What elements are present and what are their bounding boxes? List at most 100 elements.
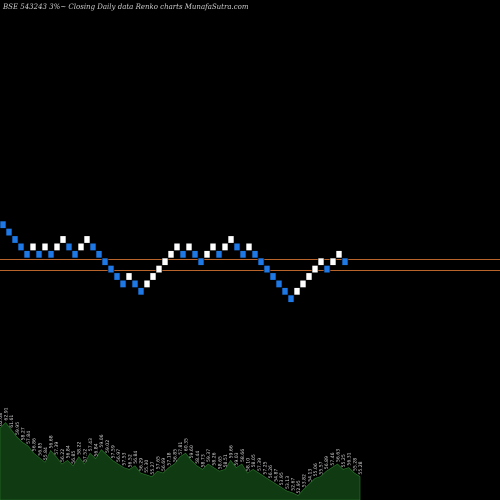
volume-label: 55.28 — [358, 461, 364, 474]
volume-label: 55.84 — [43, 447, 49, 460]
volume-label: 53.13 — [285, 476, 291, 489]
volume-label: 62.08 — [0, 413, 4, 426]
volume-label: 58.73 — [201, 454, 207, 467]
renko-brick-down — [107, 265, 115, 274]
volume-label: 57.59 — [111, 445, 117, 458]
renko-brick-down — [113, 272, 121, 281]
renko-brick-up — [227, 235, 235, 244]
renko-brick-up — [317, 257, 325, 266]
renko-brick-down — [0, 220, 7, 229]
renko-brick-up — [329, 257, 337, 266]
volume-label: 55.27 — [150, 461, 156, 474]
volume-label: 57.52 — [82, 449, 88, 462]
volume-label: 52.67 — [291, 478, 297, 491]
renko-brick-down — [263, 265, 271, 274]
volume-label: 52.95 — [296, 480, 302, 493]
volume-label: 56.22 — [60, 449, 66, 462]
renko-brick-up — [155, 265, 163, 274]
renko-brick-down — [251, 250, 259, 259]
renko-brick-down — [233, 242, 241, 251]
volume-label: 58.66 — [240, 449, 246, 462]
volume-label: 58.65 — [217, 456, 223, 469]
volume-label: 59.37 — [206, 449, 212, 462]
volume-label: 59.03 — [234, 452, 240, 465]
volume-label: 56.29 — [139, 458, 145, 471]
volume-label: 60.35 — [184, 438, 190, 451]
renko-brick-up — [311, 265, 319, 274]
renko-brick-down — [17, 242, 25, 251]
volume-label: 57.46 — [330, 452, 336, 465]
renko-brick-down — [281, 287, 289, 296]
volume-label: 58.44 — [195, 451, 201, 464]
volume-label: 61.61 — [9, 415, 15, 428]
renko-brick-down — [341, 257, 349, 266]
volume-label: 57.25 — [262, 461, 268, 474]
renko-brick-up — [41, 242, 49, 251]
renko-brick-down — [95, 250, 103, 259]
renko-brick-down — [191, 250, 199, 259]
renko-brick-up — [209, 242, 217, 251]
volume-label: 56.97 — [116, 449, 122, 462]
volume-label: 57.18 — [167, 452, 173, 465]
volume-label: 55.25 — [341, 454, 347, 467]
renko-brick-up — [203, 250, 211, 259]
renko-brick-up — [185, 242, 193, 251]
volume-label: 54.13 — [307, 469, 313, 482]
volume-label: 59.60 — [189, 445, 195, 458]
chart-title: BSE 543243 3%~ Closing Daily data Renko … — [2, 3, 249, 11]
volume-label: 57.43 — [88, 438, 94, 451]
volume-area — [0, 422, 361, 500]
volume-label: 53.82 — [302, 474, 308, 487]
renko-brick-down — [5, 228, 13, 237]
renko-brick-up — [305, 272, 313, 281]
renko-bricks — [0, 220, 349, 303]
renko-brick-down — [323, 265, 331, 274]
volume-label: 58.27 — [21, 427, 27, 440]
volume-label: 55.30 — [144, 460, 150, 473]
volume-label: 58.22 — [77, 442, 83, 455]
volume-label: 56.68 — [49, 435, 55, 448]
volume-label: 58.10 — [246, 458, 252, 471]
renko-brick-down — [119, 279, 127, 288]
renko-brick-up — [143, 279, 151, 288]
volume-label: 56.26 — [268, 465, 274, 478]
volume-label: 58.51 — [223, 454, 229, 467]
volume-label: 56.85 — [71, 451, 77, 464]
renko-brick-up — [245, 242, 253, 251]
volume-label: 56.84 — [94, 443, 100, 456]
volume-label: 56.69 — [161, 458, 167, 471]
volume-label: 56.52 — [127, 454, 133, 467]
renko-brick-down — [71, 250, 79, 259]
volume-label: 59.06 — [99, 434, 105, 447]
renko-brick-down — [89, 242, 97, 251]
renko-brick-down — [137, 287, 145, 296]
volume-label: 59.02 — [105, 440, 111, 453]
renko-brick-up — [29, 242, 37, 251]
renko-brick-up — [59, 235, 67, 244]
renko-brick-down — [179, 250, 187, 259]
volume-label: 57.53 — [122, 452, 128, 465]
renko-brick-down — [47, 250, 55, 259]
volume-label: 57.81 — [178, 442, 184, 455]
renko-brick-down — [275, 279, 283, 288]
volume-label: 62.91 — [4, 407, 10, 420]
volume-label: 57.84 — [26, 431, 32, 444]
volume-label: 54.87 — [274, 469, 280, 482]
renko-brick-down — [239, 250, 247, 259]
renko-brick-up — [167, 250, 175, 259]
renko-brick-up — [161, 257, 169, 266]
volume-label: 56.84 — [66, 445, 72, 458]
renko-brick-down — [269, 272, 277, 281]
volume-label: 53.95 — [279, 472, 285, 485]
volume-label: 57.39 — [257, 458, 263, 471]
renko-brick-down — [215, 250, 223, 259]
renko-brick-down — [287, 294, 295, 303]
volume-label: 56.63 — [336, 449, 342, 462]
volume-label: 56.84 — [133, 451, 139, 464]
renko-brick-up — [149, 272, 157, 281]
volume-label: 56.86 — [32, 438, 38, 451]
renko-brick-up — [299, 279, 307, 288]
volume-label: 55.28 — [352, 458, 358, 471]
